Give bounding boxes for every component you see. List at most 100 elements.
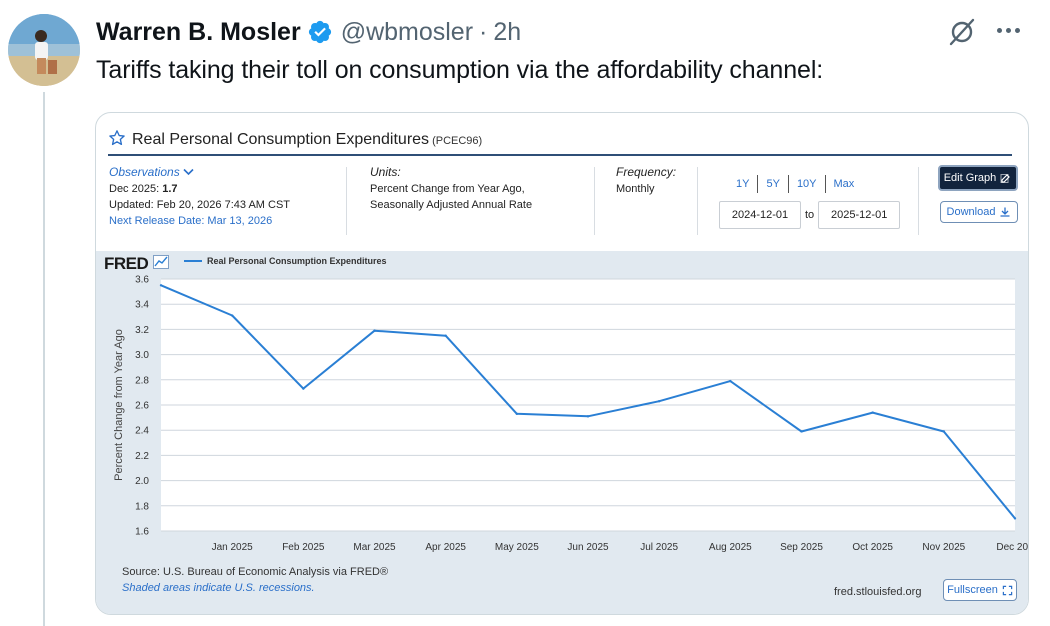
y-tick-label: 2.8: [135, 375, 149, 386]
author-name[interactable]: Warren B. Mosler: [96, 17, 301, 46]
y-tick-label: 1.8: [135, 501, 149, 512]
range-5y-button[interactable]: 5Y: [766, 178, 780, 190]
tweet-text: Tariffs taking their toll on consumption…: [96, 56, 824, 84]
units-line-1: Percent Change from Year Ago,: [370, 183, 525, 195]
x-tick-label: Jun 2025: [567, 542, 609, 553]
data-point: [657, 400, 661, 403]
data-point: [515, 412, 519, 416]
download-label: Download: [946, 206, 996, 218]
range-max-button[interactable]: Max: [833, 178, 855, 190]
observations-dropdown[interactable]: Observations: [109, 165, 309, 179]
tweet-header: Warren B. Mosler @wbmosler · 2h: [96, 14, 521, 50]
range-1y-button[interactable]: 1Y: [736, 178, 750, 190]
range-selector: 1Y 5Y 10Y Max: [728, 175, 862, 193]
fullscreen-icon: [1002, 585, 1013, 595]
download-button[interactable]: Download: [940, 201, 1018, 223]
range-divider: [824, 175, 826, 193]
author-handle[interactable]: @wbmosler: [340, 17, 474, 46]
grok-icon[interactable]: [946, 16, 978, 48]
source-text: Source: U.S. Bureau of Economic Analysis…: [122, 566, 389, 578]
chevron-down-icon: [183, 168, 194, 176]
next-release-link[interactable]: Next Release Date: Mar 13, 2026: [109, 215, 273, 227]
units-line-2: Seasonally Adjusted Annual Rate: [370, 199, 533, 211]
x-tick-label: Jul 2025: [640, 542, 678, 553]
fred-card[interactable]: Real Personal Consumption Expenditures (…: [95, 112, 1029, 615]
verified-badge-icon[interactable]: [307, 19, 333, 45]
x-tick-label: Dec 202: [996, 542, 1028, 553]
data-point: [800, 430, 803, 433]
range-10y-button[interactable]: 10Y: [796, 178, 817, 190]
x-tick-label: Jan 2025: [212, 542, 254, 553]
more-options-icon[interactable]: [997, 28, 1020, 33]
x-tick-label: Oct 2025: [852, 542, 893, 553]
y-axis-label: Percent Change from Year Ago: [113, 329, 125, 481]
x-tick-label: Feb 2025: [282, 542, 325, 553]
y-tick-label: 3.4: [135, 300, 149, 311]
avatar[interactable]: [8, 14, 80, 86]
latest-observation-value: 1.7: [162, 183, 178, 195]
card-title-row: Real Personal Consumption Expenditures (…: [108, 126, 482, 149]
star-icon[interactable]: [108, 129, 126, 147]
legend-swatch: [184, 260, 202, 262]
y-tick-label: 2.2: [135, 451, 149, 462]
y-tick-label: 2.6: [135, 401, 149, 412]
x-tick-label: Aug 2025: [709, 542, 752, 553]
fullscreen-button[interactable]: Fullscreen: [943, 579, 1017, 601]
x-tick-label: Sep 2025: [780, 542, 823, 553]
x-tick-label: Apr 2025: [425, 542, 466, 553]
x-tick-label: May 2025: [495, 542, 539, 553]
column-divider: [697, 167, 698, 235]
title-divider: [108, 154, 1012, 156]
data-point: [302, 387, 305, 390]
y-tick-label: 2.4: [135, 426, 149, 437]
x-tick-label: Mar 2025: [353, 542, 396, 553]
latest-observation-label: Dec 2025:: [109, 183, 163, 195]
fred-logo-text: FRED: [104, 254, 149, 273]
fred-chart-icon: [152, 255, 169, 269]
y-tick-label: 3.2: [135, 325, 149, 336]
range-divider: [787, 175, 789, 193]
y-tick-label: 3.6: [135, 275, 149, 286]
data-point: [444, 334, 447, 337]
data-point: [729, 379, 732, 383]
thread-line: [43, 92, 45, 626]
line-chart[interactable]: 1.6 1.8 2.0 2.2 2.4 2.6 2.8 3.0 3.2 3.4 3.6 Jan 202…: [96, 251, 1028, 563]
chart-area[interactable]: 1.6 1.8 2.0 2.2 2.4 2.6 2.8 3.0 3.2 3.4 3.6 Jan 202…: [96, 251, 1028, 614]
frequency-section: Frequency: Monthly: [616, 165, 696, 195]
start-date-input[interactable]: 2024-12-01: [719, 201, 801, 229]
end-date-input[interactable]: 2025-12-01: [818, 201, 901, 229]
data-point: [942, 430, 946, 433]
updated-text: Updated: Feb 20, 2026 7:43 AM CST: [109, 199, 291, 211]
latest-observation: Dec 2025: 1.7: [109, 183, 309, 195]
column-divider: [594, 167, 595, 235]
data-point: [230, 314, 234, 317]
fred-url[interactable]: fred.stlouisfed.org: [834, 586, 922, 598]
frequency-value: Monthly: [616, 183, 655, 195]
edit-icon: [1000, 174, 1011, 183]
frequency-label: Frequency:: [616, 165, 677, 179]
column-divider: [346, 167, 347, 235]
units-label: Units:: [370, 165, 401, 179]
column-divider: [918, 167, 919, 235]
data-point: [159, 284, 163, 287]
y-tick-label: 2.0: [135, 476, 149, 487]
data-point: [1013, 517, 1017, 520]
fred-logo: FRED: [104, 254, 169, 274]
download-icon: [1000, 207, 1010, 217]
tweet-timestamp[interactable]: 2h: [493, 17, 522, 46]
chart-legend: Real Personal Consumption Expenditures: [184, 256, 387, 266]
observations-label: Observations: [109, 165, 180, 179]
date-range: 2024-12-01 to 2025-12-01: [719, 201, 901, 229]
edit-graph-button[interactable]: Edit Graph: [938, 165, 1018, 191]
legend-label: Real Personal Consumption Expenditures: [207, 256, 387, 266]
date-to-label: to: [805, 209, 815, 221]
observations-section: Observations Dec 2025: 1.7 Updated: Feb …: [109, 165, 309, 227]
recession-note: Shaded areas indicate U.S. recessions.: [122, 582, 315, 594]
x-tick-label: Nov 2025: [922, 542, 965, 553]
range-divider: [757, 175, 759, 193]
series-id: (PCEC96): [432, 135, 483, 147]
data-point: [373, 329, 376, 332]
y-tick-label: 1.6: [135, 527, 149, 538]
edit-graph-label: Edit Graph: [943, 172, 997, 184]
avatar-image: [8, 14, 80, 86]
